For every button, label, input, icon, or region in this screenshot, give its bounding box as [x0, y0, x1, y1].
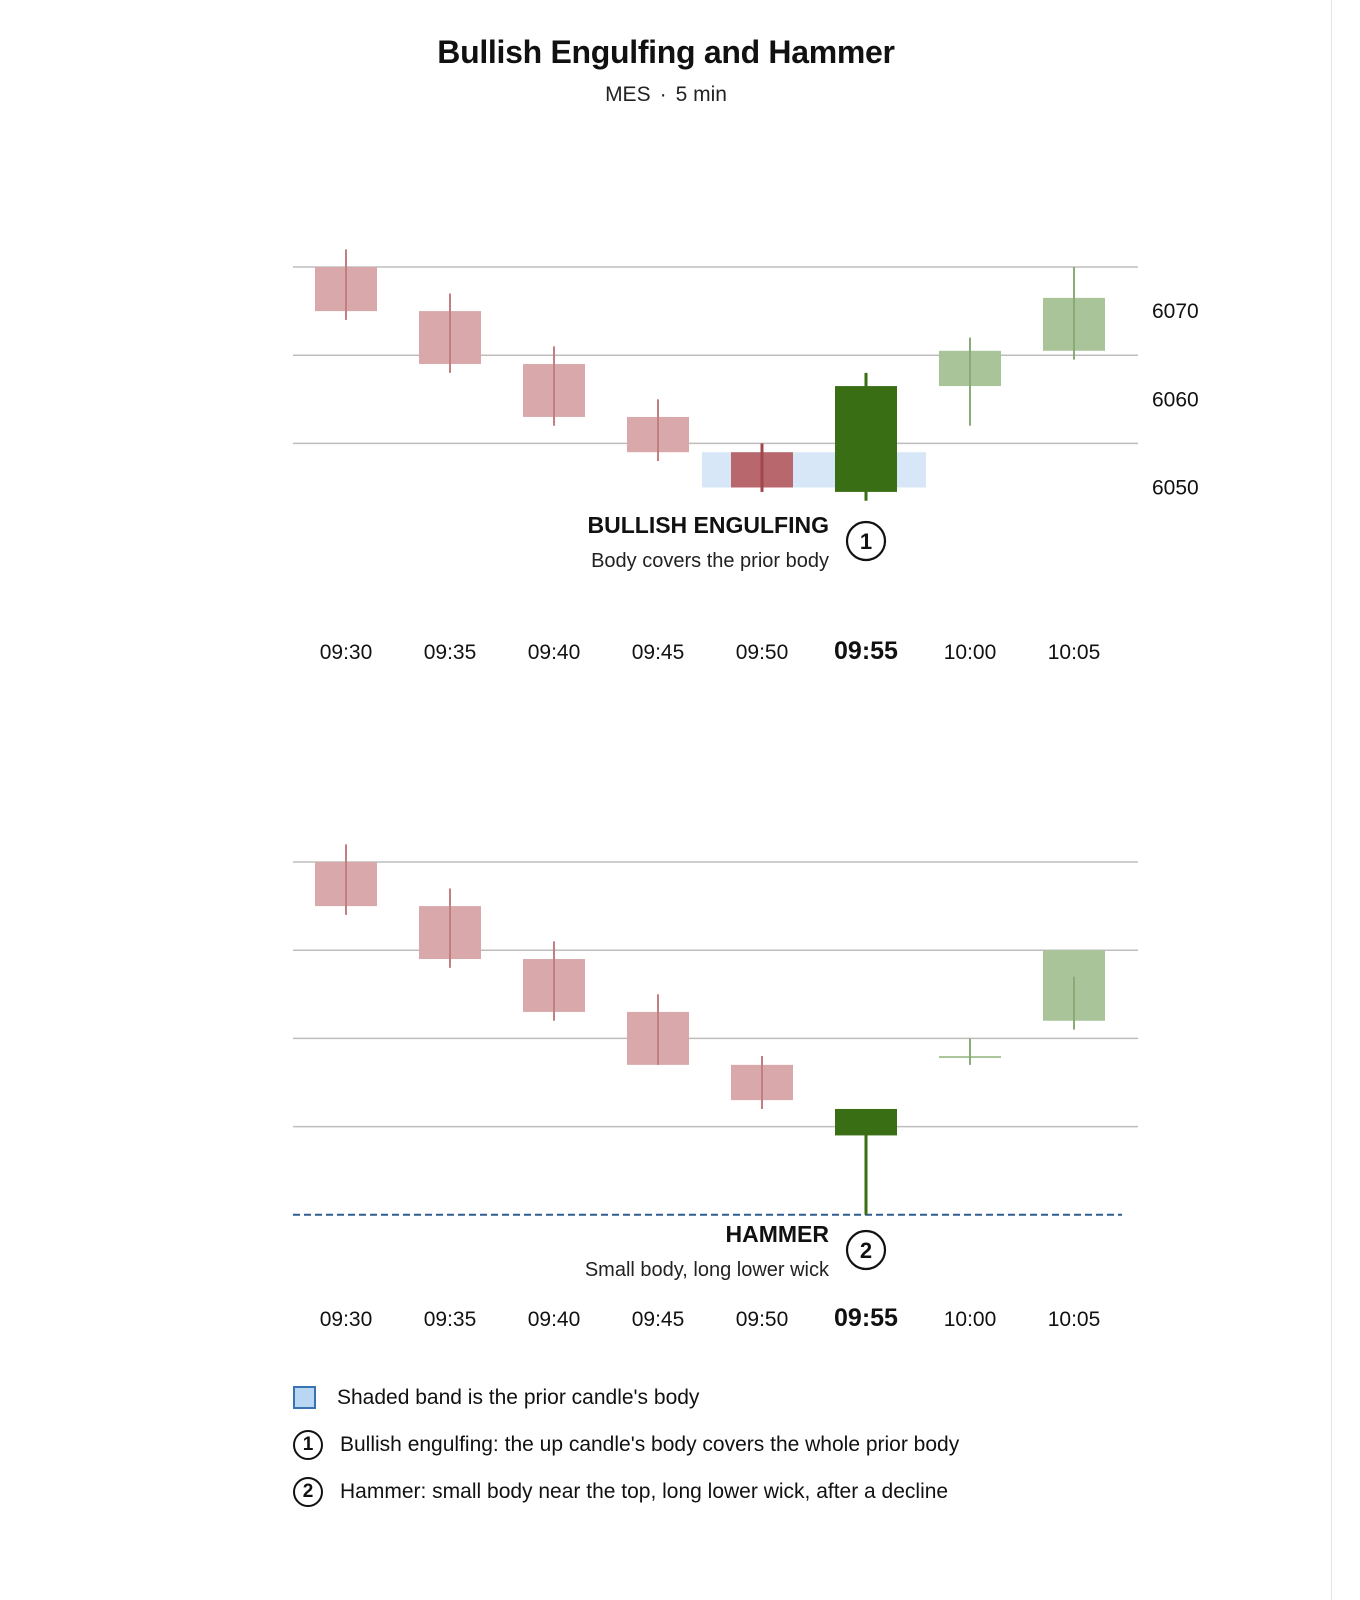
legend-item-band: Shaded band is the prior candle's body — [293, 1374, 959, 1421]
symbol-label: MES — [605, 83, 651, 106]
x-tick-label: 09:30 — [320, 1308, 373, 1331]
x-tick-label: 09:40 — [528, 641, 581, 664]
x-tick-label: 09:55 — [834, 637, 898, 665]
x-tick-label: 09:55 — [834, 1304, 898, 1332]
x-tick-label: 09:45 — [632, 1308, 685, 1331]
annotation-title: BULLISH ENGULFING — [588, 512, 830, 538]
x-tick-label: 10:05 — [1048, 641, 1101, 664]
annotation-title: HAMMER — [726, 1221, 830, 1247]
chart-header: Bullish Engulfing and Hammer MES · 5 min — [0, 34, 1332, 107]
x-tick-label: 09:50 — [736, 1308, 789, 1331]
annotation-number: 2 — [860, 1238, 872, 1263]
legend-hammer-text: Hammer: small body near the top, long lo… — [340, 1479, 949, 1503]
x-tick-label: 10:00 — [944, 641, 997, 664]
chart-subtitle: MES · 5 min — [0, 83, 1332, 107]
legend-engulfing-text: Bullish engulfing: the up candle's body … — [340, 1432, 960, 1456]
y-tick-label: 6050 — [1152, 477, 1199, 500]
annotation-number-badge — [845, 520, 887, 562]
subtitle-separator: · — [659, 83, 667, 106]
x-tick-label: 10:00 — [944, 1308, 997, 1331]
annotation-text: Body covers the prior body — [591, 550, 829, 572]
page-edge-rule — [1331, 0, 1332, 1600]
x-tick-label: 09:30 — [320, 641, 373, 664]
annotation-number-badge — [845, 1229, 887, 1271]
annotation-number: 1 — [860, 529, 872, 554]
y-tick-label: 6070 — [1152, 300, 1199, 323]
y-tick-label: 6060 — [1152, 388, 1199, 411]
timeframe-label: 5 min — [675, 83, 727, 106]
x-tick-label: 09:50 — [736, 641, 789, 664]
legend-item-hammer: 2 Hammer: small body near the top, long … — [293, 1468, 959, 1515]
x-tick-label: 09:45 — [632, 641, 685, 664]
x-tick-label: 09:35 — [424, 1308, 477, 1331]
annotation-text: Small body, long lower wick — [585, 1259, 830, 1281]
legend-number-badge: 2 — [293, 1476, 323, 1507]
chart-title: Bullish Engulfing and Hammer — [437, 34, 895, 70]
legend-item-engulfing: 1 Bullish engulfing: the up candle's bod… — [293, 1421, 959, 1468]
band-swatch — [293, 1386, 316, 1409]
x-tick-label: 09:40 — [528, 1308, 581, 1331]
legend: Shaded band is the prior candle's body 1… — [293, 1374, 959, 1515]
legend-band-text: Shaded band is the prior candle's body — [337, 1385, 700, 1409]
x-tick-label: 09:35 — [424, 641, 477, 664]
x-tick-label: 10:05 — [1048, 1308, 1101, 1331]
legend-number-badge: 1 — [293, 1429, 323, 1460]
candlestick-charts: 6070 6060 6050 09:30 09:35 09:40 09:45 09:50 09:… — [293, 249, 1199, 1332]
